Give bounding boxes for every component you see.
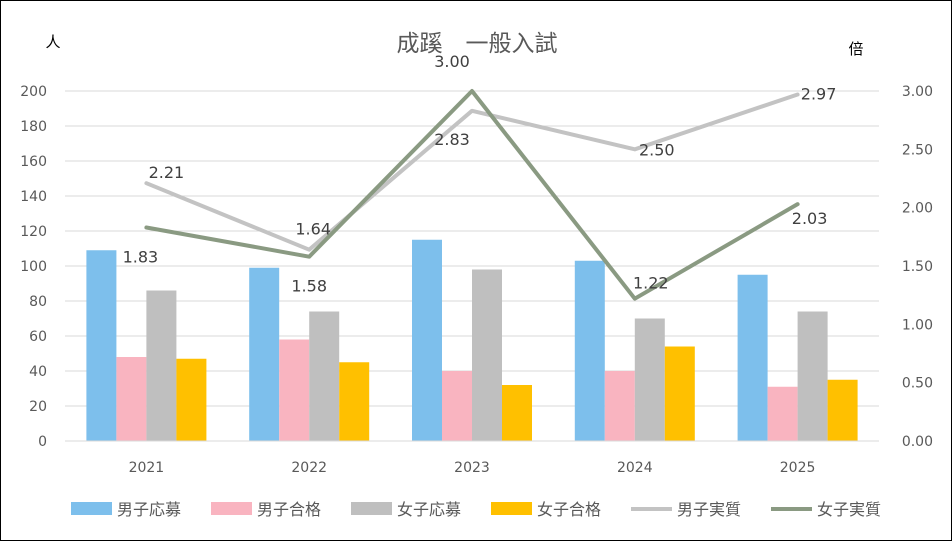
data-label: 2.50 <box>639 140 675 159</box>
chart-title: 成蹊 一般入試 <box>397 31 558 57</box>
series-line <box>144 89 800 301</box>
data-label: 1.83 <box>123 248 159 267</box>
bar <box>472 269 502 441</box>
right-tick-label: 1.00 <box>902 317 933 333</box>
data-label: 2.83 <box>434 130 470 149</box>
bar <box>767 386 798 441</box>
bar <box>604 371 635 441</box>
data-label: 2.03 <box>792 209 828 228</box>
left-axis-unit: 人 <box>45 33 60 51</box>
data-labels: 2.21 1.64 2.83 2.50 2.97 1.83 1.58 3.00 1.22 2.03 <box>123 52 837 296</box>
left-tick-label: 40 <box>29 364 47 380</box>
data-label: 2.21 <box>149 163 185 182</box>
left-tick-label: 180 <box>20 119 47 135</box>
left-tick-label: 60 <box>29 329 47 345</box>
bar <box>412 239 442 441</box>
category-label: 2022 <box>291 460 327 476</box>
legend-label: 男子実質 <box>677 500 741 519</box>
legend-swatch <box>491 502 532 515</box>
right-tick-label: 0.50 <box>902 376 933 392</box>
left-tick-label: 140 <box>20 189 47 205</box>
data-label: 1.22 <box>633 274 669 293</box>
bar <box>249 267 280 441</box>
bar <box>442 371 472 441</box>
legend-label: 女子実質 <box>817 500 881 519</box>
left-tick-label: 120 <box>20 224 47 240</box>
bar <box>309 311 340 441</box>
left-tick-label: 160 <box>20 154 47 170</box>
data-label: 3.00 <box>434 52 470 71</box>
bar <box>176 358 207 441</box>
bar <box>339 362 370 441</box>
series-line <box>144 92 800 252</box>
bar <box>827 379 858 441</box>
bar <box>86 250 117 441</box>
bars <box>86 239 858 441</box>
category-label: 2024 <box>617 460 653 476</box>
data-label: 2.97 <box>801 85 837 104</box>
right-tick-label: 2.50 <box>902 142 933 158</box>
left-tick-label: 100 <box>20 259 47 275</box>
category-label: 2021 <box>129 460 165 476</box>
bar <box>279 339 310 441</box>
legend-swatch <box>351 502 392 515</box>
right-tick-label: 1.50 <box>902 259 933 275</box>
bar <box>737 274 768 441</box>
bar <box>634 318 665 441</box>
legend-label: 女子応募 <box>397 500 461 519</box>
left-tick-label: 80 <box>29 294 47 310</box>
bar <box>146 290 177 441</box>
axes: 0 20 40 60 80 100 120 140 160 180 200 0.00 0.50 1.00 1… <box>20 84 933 476</box>
right-axis-unit: 倍 <box>848 40 863 58</box>
lines <box>144 89 800 301</box>
right-tick-label: 3.00 <box>902 84 933 100</box>
legend-label: 男子合格 <box>257 500 321 519</box>
bar <box>797 311 828 441</box>
legend-label: 男子応募 <box>117 500 181 519</box>
data-label: 1.58 <box>291 277 327 296</box>
legend-swatch <box>211 502 252 515</box>
legend: 男子応募 男子合格 女子応募 女子合格 男子実質 女子実質 <box>71 500 881 519</box>
left-tick-label: 0 <box>38 434 47 450</box>
bar <box>574 260 605 441</box>
bar <box>502 385 532 441</box>
legend-swatch <box>71 502 112 515</box>
bar <box>664 346 695 441</box>
legend-label: 女子合格 <box>537 500 601 519</box>
category-label: 2023 <box>454 460 490 476</box>
data-label: 1.64 <box>295 220 331 239</box>
bar <box>116 357 147 441</box>
right-tick-label: 2.00 <box>902 201 933 217</box>
right-tick-label: 0.00 <box>902 434 933 450</box>
left-tick-label: 200 <box>20 84 47 100</box>
left-tick-label: 20 <box>29 399 47 415</box>
category-label: 2025 <box>780 460 816 476</box>
